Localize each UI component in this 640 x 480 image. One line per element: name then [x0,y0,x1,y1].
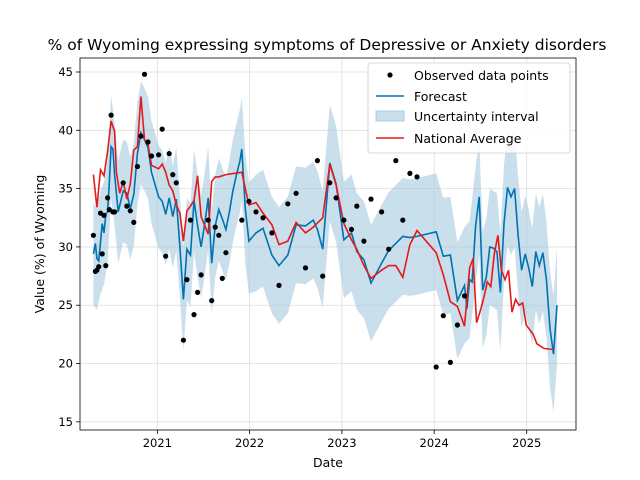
observed-point [219,275,225,281]
observed-point [187,217,194,223]
observed-point [184,277,190,283]
observed-point [205,217,211,223]
x-tick-label: 2025 [512,436,541,450]
observed-point [170,172,176,178]
observed-point [216,232,222,238]
y-axis: 15 20 25 30 35 40 45 [58,65,80,429]
observed-point [127,208,133,214]
observed-point [440,313,446,319]
observed-point [112,209,118,215]
observed-point [156,152,162,158]
observed-point [124,203,130,209]
observed-point [393,158,399,164]
legend-box [367,62,571,154]
observed-point [260,215,266,221]
y-tick-label: 45 [58,65,73,79]
observed-point [134,163,140,170]
observed-point [447,359,453,365]
observed-point [253,209,259,215]
observed-point [212,224,218,230]
observed-point [108,112,114,118]
observed-point [163,253,169,259]
observed-point [461,293,468,299]
observed-point [159,126,165,132]
y-tick-label: 25 [58,298,73,312]
observed-point [131,219,137,225]
observed-point [407,170,413,176]
x-tick-label: 2022 [235,436,264,450]
observed-point [120,180,126,186]
observed-point [276,282,282,288]
observed-point [90,232,96,238]
observed-point [145,139,151,145]
y-tick-label: 15 [58,415,73,429]
observed-point [314,158,320,164]
y-tick-label: 40 [58,123,73,137]
observed-point [101,212,107,218]
observed-point [333,195,339,201]
observed-point [141,71,148,77]
legend-forecast-label: Forecast [414,89,467,104]
observed-point [269,230,275,236]
legend-observed-marker [387,72,393,78]
observed-point [433,364,439,370]
uncertainty-band [93,81,558,413]
observed-point [209,298,215,304]
observed-point [148,153,155,159]
observed-point [198,272,204,278]
observed-point [166,151,172,157]
y-tick-label: 35 [58,182,73,196]
observed-point [354,203,360,209]
observed-point [341,217,347,223]
observed-point [105,195,111,201]
observed-point [302,265,309,271]
observed-point [195,289,201,295]
observed-point [223,250,229,256]
x-axis-label: Date [313,455,343,470]
x-axis: 2021 2022 2023 2024 2025 [143,430,541,450]
observed-point [414,174,420,180]
x-tick-label: 2024 [420,436,449,450]
observed-points [90,71,468,370]
observed-point [239,217,245,223]
observed-point [320,273,326,279]
legend-uncertainty-label: Uncertainty interval [414,109,539,124]
observed-point [96,264,102,270]
observed-point [368,196,374,202]
y-axis-label: Value (%) of Wyoming [32,175,47,314]
observed-point [180,337,186,343]
observed-point [361,238,367,244]
y-tick-label: 30 [58,240,73,254]
legend-uncertainty-swatch [375,110,405,122]
observed-point [379,209,385,215]
legend-observed-label: Observed data points [414,68,549,83]
legend-national-label: National Average [414,131,522,146]
x-tick-label: 2021 [143,436,172,450]
observed-point [293,190,299,196]
plot-frame [79,57,577,431]
observed-point [327,180,333,186]
observed-point [348,226,355,232]
chart-title: % of Wyoming expressing symptoms of Depr… [48,36,607,54]
observed-point [173,180,179,186]
observed-point [246,198,252,204]
national-average-line [92,96,554,351]
y-tick-label: 20 [58,357,73,371]
observed-point [454,322,460,328]
observed-point [103,263,109,269]
observed-point [285,201,291,207]
observed-point [386,246,392,252]
observed-point [138,133,144,139]
observed-point [99,251,105,257]
observed-point [191,312,197,318]
legend: Observed data points Forecast Uncertaint… [367,62,571,154]
x-tick-label: 2023 [327,436,356,450]
observed-point [400,217,406,223]
